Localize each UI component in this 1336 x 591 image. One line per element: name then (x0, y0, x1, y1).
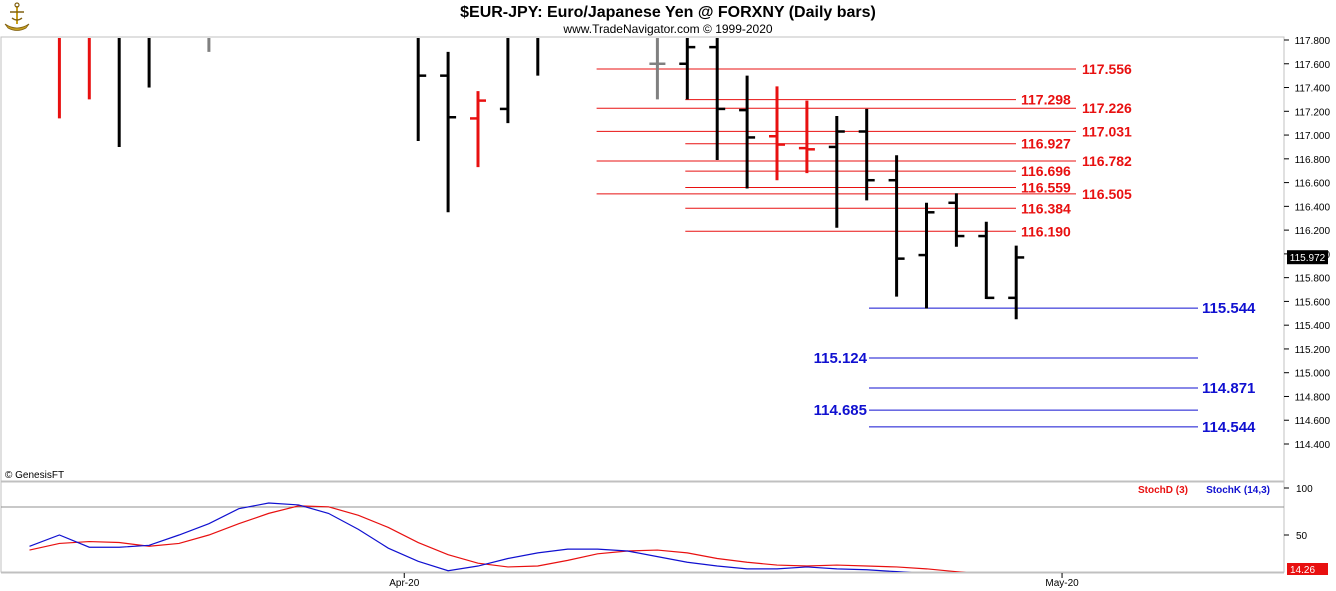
resistance-label: 117.031 (1082, 123, 1132, 139)
price-axis-label: 116.200 (1295, 226, 1331, 237)
price-axis-label: 115.400 (1295, 321, 1331, 332)
chart-subtitle: www.TradeNavigator.com © 1999-2020 (562, 22, 772, 36)
resistance-label: 117.226 (1082, 100, 1132, 116)
price-bar (828, 116, 845, 228)
support-label: 114.544 (1202, 419, 1256, 436)
legend-stoch-d: StochD (3) (1138, 485, 1188, 496)
price-axis-label: 116.600 (1295, 179, 1331, 190)
price-bar (57, 38, 61, 119)
support-label: 114.685 (814, 402, 867, 419)
price-bar (739, 75, 756, 189)
stochastic-panel: StochD (3) StochK (14,3) (0, 481, 1285, 573)
resistance-label: 117.556 (1082, 61, 1132, 77)
ohlc-bars (57, 38, 1025, 320)
price-axis-label: 116.800 (1295, 155, 1331, 166)
price-axis-label: 117.200 (1295, 107, 1331, 118)
resistance-label: 116.782 (1082, 153, 1132, 169)
price-bar (470, 91, 486, 168)
axis-panel: 117.800 117.600 117.400 117.200 117.000 116.8… (1, 36, 1330, 589)
stochastic-axis-label: 100 (1296, 484, 1313, 495)
price-bar (416, 38, 427, 141)
resistance-label: 116.190 (1021, 223, 1071, 239)
price-bar (87, 38, 91, 100)
price-bar (1008, 245, 1025, 320)
logo-ship-anchor-icon (4, 2, 30, 31)
stochastic-last-value: 14.26 (1290, 565, 1315, 576)
legend-stoch-k: StochK (14,3) (1206, 485, 1270, 496)
price-bar (499, 38, 510, 124)
price-panel-frame (0, 36, 1285, 482)
price-bar (918, 202, 935, 309)
price-axis-label: 114.400 (1295, 440, 1331, 451)
price-axis-label: 114.800 (1295, 392, 1331, 403)
price-bar (978, 221, 995, 300)
chart-title: $EUR-JPY: Euro/Japanese Yen @ FORXNY (Da… (460, 4, 876, 21)
resistance-label: 117.298 (1021, 92, 1071, 108)
price-bar (888, 155, 905, 297)
price-bar (147, 38, 151, 88)
price-bar (117, 38, 121, 147)
price-bar (207, 38, 211, 52)
price-axis-label: 115.800 (1295, 274, 1331, 285)
last-price-badge (1287, 250, 1328, 265)
support-label: 115.544 (1202, 300, 1256, 317)
x-axis-label: May-20 (1045, 578, 1079, 589)
resistance-label: 116.505 (1082, 186, 1132, 202)
x-axis-label: Apr-20 (389, 578, 419, 589)
stochastic-lines (29, 502, 967, 572)
resistance-label: 116.927 (1021, 136, 1071, 152)
price-axis-label: 117.000 (1295, 131, 1331, 142)
price-axis-label: 115.200 (1295, 345, 1331, 356)
stochastic-last-badge (1287, 563, 1328, 575)
price-bar (679, 38, 696, 100)
resistance-label: 116.559 (1021, 179, 1071, 195)
stochastic-panel-frame (0, 481, 1285, 573)
stochastic-axis-label: 50 (1296, 531, 1308, 542)
price-bar (649, 38, 666, 100)
price-bar (948, 193, 965, 247)
resistance-label: 116.384 (1021, 200, 1071, 216)
price-axis-label: 115.600 (1295, 297, 1331, 308)
support-label: 115.124 (814, 350, 868, 367)
price-bar (440, 51, 457, 213)
price-panel: 117.556 117.298 117.226 117.031 116.927 116.7… (0, 36, 1285, 482)
support-label: 114.871 (1202, 380, 1255, 397)
price-bar (536, 38, 540, 76)
resistance-label: 116.696 (1021, 163, 1071, 179)
price-axis-label: 114.600 (1295, 416, 1331, 427)
price-bar (858, 108, 875, 201)
price-axis-label: 116.400 (1295, 202, 1331, 213)
last-price-value: 115.972 (1290, 253, 1326, 264)
price-axis-label: 117.600 (1295, 60, 1331, 71)
price-axis-label: 115.000 (1295, 369, 1331, 380)
price-bar (798, 100, 815, 174)
price-bar (709, 38, 726, 161)
stoch-k-line (29, 502, 912, 572)
price-axis-label: 117.400 (1295, 84, 1331, 95)
copyright-label: © GenesisFT (5, 470, 64, 481)
price-bar (769, 86, 785, 181)
price-axis-label: 117.800 (1295, 36, 1331, 47)
stoch-d-line (29, 505, 967, 572)
